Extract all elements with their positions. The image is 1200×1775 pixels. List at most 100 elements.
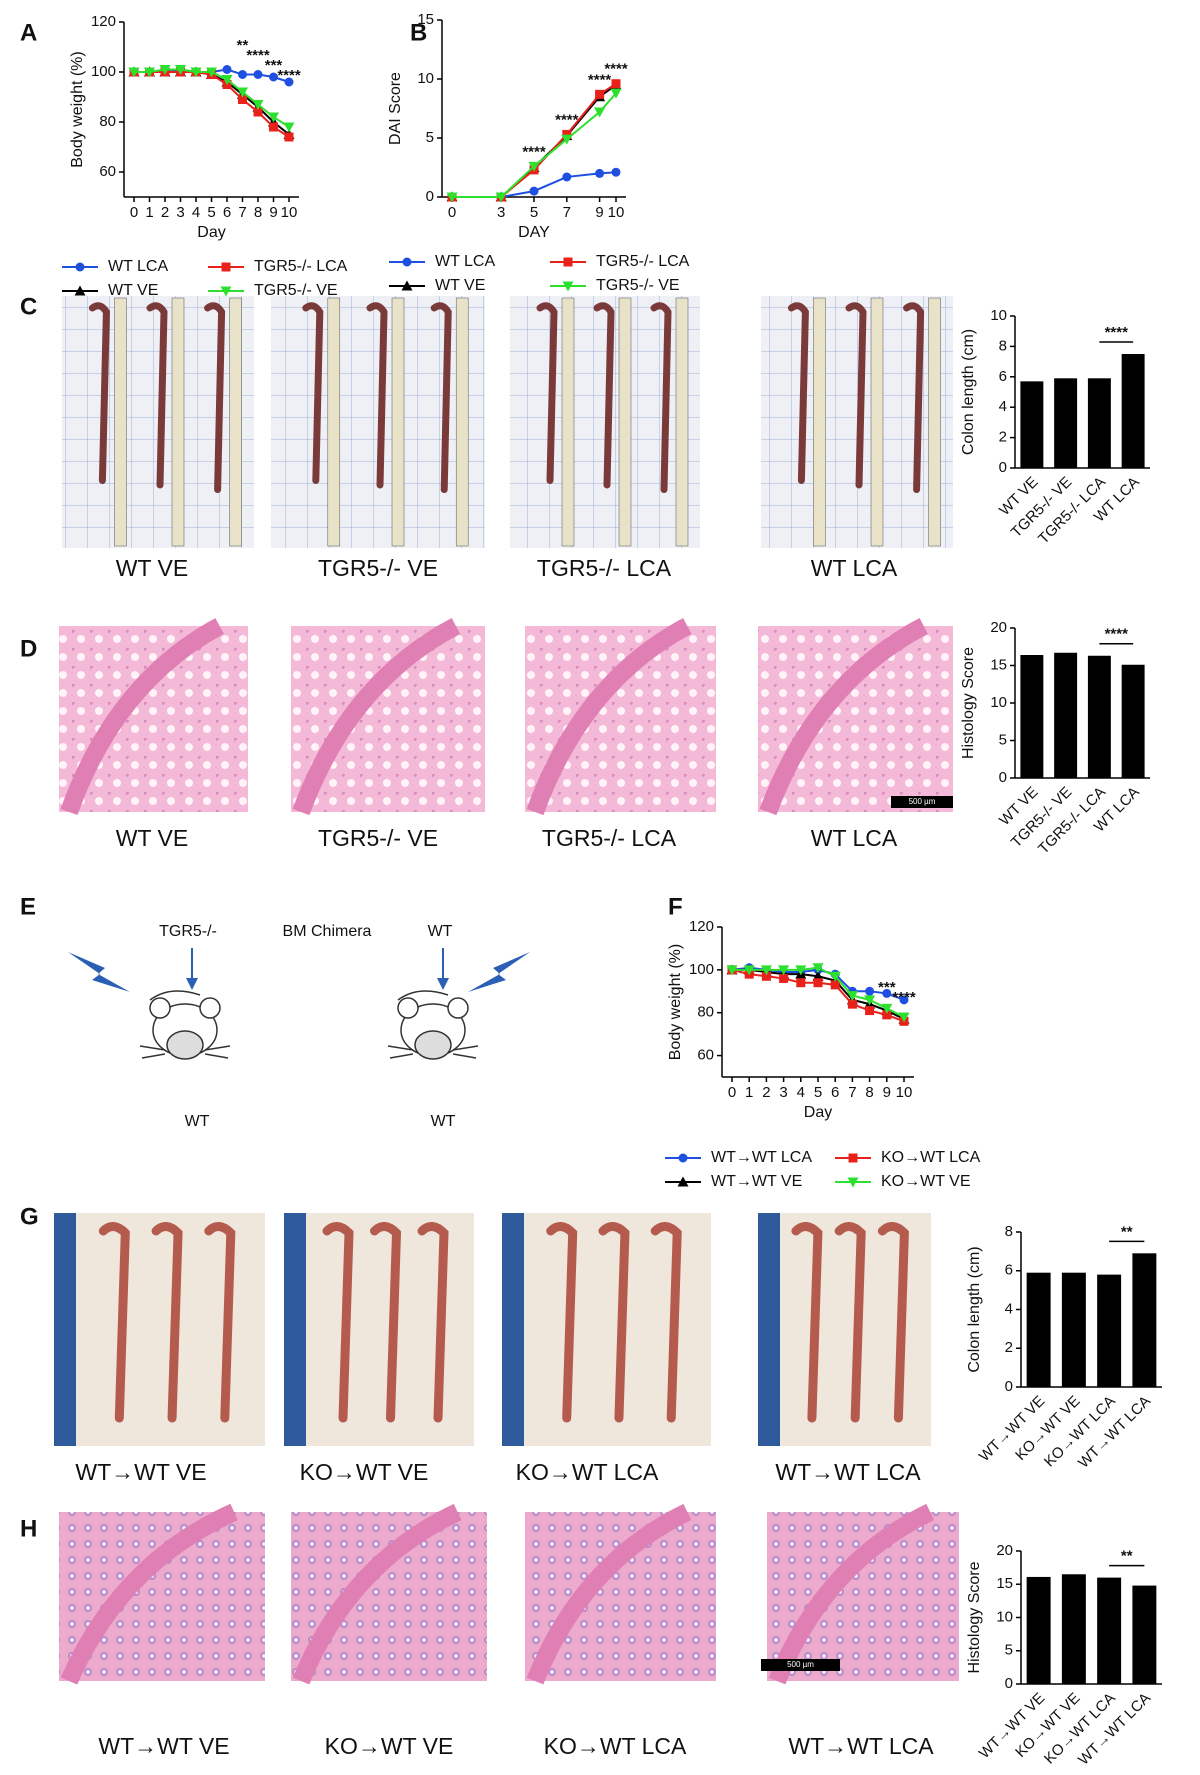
colon — [593, 302, 615, 489]
colon — [366, 302, 388, 489]
scale-bar-label: 500 µm — [909, 797, 936, 806]
y-tick-label: 5 — [999, 731, 1007, 748]
y-tick-label: 60 — [99, 163, 116, 180]
schematic: TGR5-/- BM Chimera WT WT WT — [68, 923, 530, 1130]
ruler — [284, 1213, 306, 1446]
marker — [865, 1006, 875, 1016]
significance: **** — [555, 111, 579, 128]
legend-label: KO→WT LCA — [881, 1149, 981, 1166]
mouse — [387, 990, 479, 1060]
y-tick-label: 2 — [1005, 1339, 1013, 1356]
marker — [446, 192, 458, 203]
marker — [562, 129, 572, 139]
bar — [1087, 655, 1111, 778]
marker — [222, 65, 232, 74]
marker — [760, 965, 772, 976]
x-tick-label: 0 — [448, 204, 456, 221]
x-axis-title: DAY — [518, 224, 550, 241]
significance: **** — [1105, 626, 1129, 643]
marker — [221, 75, 233, 85]
y-tick-label: 80 — [697, 1004, 714, 1021]
y-tick-label: 120 — [689, 918, 714, 935]
marker — [238, 95, 247, 104]
significance: ** — [1121, 1223, 1133, 1240]
bar — [1054, 378, 1078, 468]
marker — [237, 87, 248, 98]
marker — [611, 167, 621, 177]
ruler — [502, 1213, 524, 1446]
y-tick-label: 0 — [1005, 1675, 1013, 1692]
marker — [144, 67, 155, 78]
marker — [252, 100, 264, 110]
legend-marker — [847, 1177, 859, 1188]
marker — [761, 971, 771, 981]
scale-bar — [761, 1659, 840, 1671]
legend-marker — [75, 262, 85, 272]
significance: **** — [604, 61, 628, 78]
marker — [779, 973, 789, 983]
x-tick-label: 6 — [831, 1084, 839, 1101]
photo-caption: WT VE — [116, 555, 188, 581]
x-tick-label: 7 — [848, 1084, 856, 1101]
schematic-label: BM Chimera — [283, 923, 372, 940]
marker — [882, 988, 892, 998]
colon — [834, 1222, 866, 1423]
y-tick-label: 0 — [1005, 1378, 1013, 1395]
colon — [546, 1222, 578, 1423]
y-axis-title: Colon length (cm) — [966, 1246, 983, 1372]
photo — [59, 1512, 265, 1681]
marker — [829, 971, 841, 982]
colon — [204, 1222, 236, 1423]
marker — [159, 65, 171, 75]
colon — [877, 1222, 909, 1423]
panel-label: C — [20, 293, 37, 320]
significance: ** — [1121, 1548, 1133, 1565]
marker — [283, 122, 295, 133]
marker — [284, 77, 294, 87]
marker — [898, 1012, 910, 1023]
x-tick-label: 7 — [563, 204, 571, 221]
ruler — [928, 297, 941, 547]
colon — [98, 1222, 130, 1423]
photo-caption: WT→WT VE — [75, 1459, 206, 1485]
y-tick-label: 120 — [91, 13, 116, 30]
marker — [594, 107, 606, 118]
x-tick-label: 4 — [192, 204, 200, 221]
y-tick-label: 20 — [990, 619, 1007, 636]
x-tick-label: 0 — [130, 204, 138, 221]
marker — [813, 978, 823, 988]
x-tick-label: 5 — [530, 204, 538, 221]
y-tick-label: 6 — [1005, 1262, 1013, 1279]
ruler — [561, 297, 575, 547]
tissue-edge — [292, 1503, 462, 1685]
marker — [562, 172, 572, 182]
legend-marker — [221, 262, 231, 272]
y-axis-title: Histology Score — [960, 647, 977, 759]
marker — [812, 963, 824, 974]
x-tick-label: 9 — [595, 204, 603, 221]
marker — [778, 965, 790, 976]
y-axis-title: Body weight (%) — [69, 51, 86, 168]
colon — [88, 302, 110, 484]
colon — [650, 302, 672, 494]
x-axis-title: Day — [804, 1104, 832, 1121]
colon — [650, 1222, 682, 1423]
marker — [190, 67, 202, 78]
marker — [795, 965, 807, 976]
y-tick-label: 6 — [999, 368, 1007, 385]
ruler — [455, 297, 469, 547]
legend-marker — [220, 286, 232, 297]
colon — [430, 302, 452, 494]
legend-label: WT VE — [108, 282, 158, 299]
panel-label: H — [20, 1515, 37, 1542]
x-tick-label: 5 — [207, 204, 215, 221]
x-tick-label: 9 — [269, 204, 277, 221]
scale-bar — [891, 796, 953, 808]
x-tick-label: 1 — [145, 204, 153, 221]
marker — [528, 161, 540, 172]
colon — [370, 1222, 402, 1423]
colon — [536, 302, 558, 484]
tissue-edge — [60, 618, 224, 816]
